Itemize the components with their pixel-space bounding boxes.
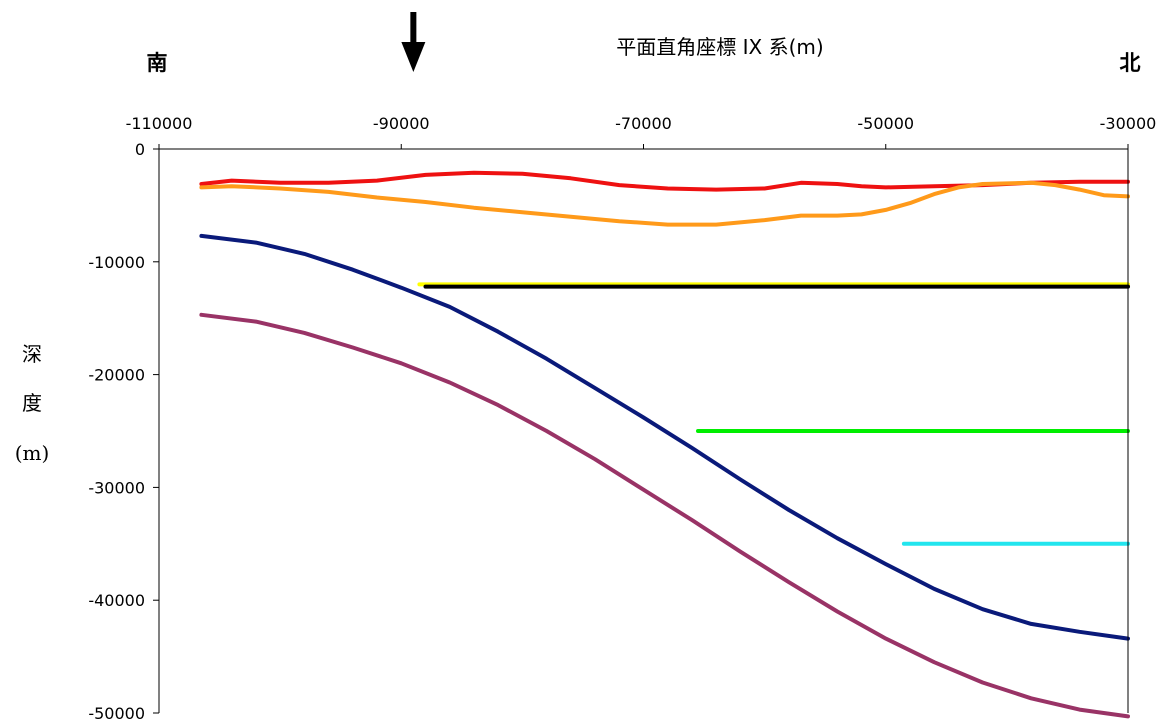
series-line-2 (199, 180, 1130, 227)
x-tick-label: -30000 (1100, 114, 1157, 133)
y-label-line-2: 度 (22, 391, 42, 415)
y-tick-label: -40000 (88, 591, 145, 610)
y-tick-label: -30000 (88, 478, 145, 497)
x-tick-label: -90000 (373, 114, 430, 133)
plot-area (158, 148, 1130, 719)
x-tick-layer: -110000 -90000 -70000 -50000 -30000 (126, 114, 1157, 149)
south-label: 南 (147, 51, 168, 75)
y-label-line-1: 深 (22, 342, 42, 366)
x-tick-label: -70000 (615, 114, 672, 133)
series-layer (199, 170, 1130, 719)
x-tick-label: -50000 (857, 114, 914, 133)
y-axis-label: 深 度 (m) (15, 342, 50, 465)
y-tick-label: -10000 (88, 253, 145, 272)
y-tick-label: -20000 (88, 366, 145, 385)
y-tick-label: -50000 (88, 704, 145, 723)
x-tick-label: -110000 (126, 114, 193, 133)
series-line-7 (199, 233, 1130, 641)
chart-title: 平面直角座標 IX 系(m) (616, 35, 823, 59)
series-line-8 (199, 312, 1130, 719)
north-label: 北 (1120, 51, 1141, 75)
y-tick-layer: 0 -10000 -20000 -30000 -40000 -50000 (88, 140, 159, 723)
location-arrow-icon (401, 12, 426, 72)
y-label-line-3: (m) (15, 441, 50, 465)
y-tick-label: 0 (135, 140, 145, 159)
